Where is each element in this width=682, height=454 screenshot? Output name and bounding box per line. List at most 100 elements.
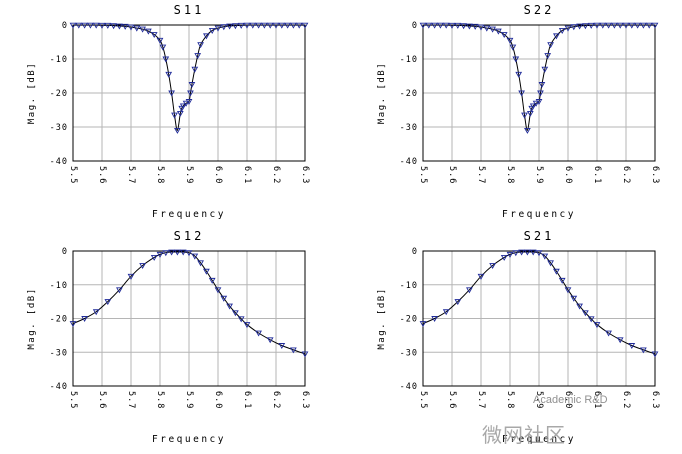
data-point-marker <box>197 260 204 267</box>
data-point-marker <box>582 310 589 317</box>
x-tick-label: 6.1 <box>592 391 602 409</box>
data-point-marker <box>593 22 601 29</box>
x-axis-label: Frequency <box>152 209 226 220</box>
data-point-marker <box>431 22 438 29</box>
data-point-marker <box>255 22 262 29</box>
data-point-marker <box>645 22 653 29</box>
x-tick-label: 6.0 <box>213 166 223 184</box>
y-tick-label: 0 <box>62 247 68 257</box>
watermark-logo: 微网社区 <box>482 423 566 447</box>
data-point-marker <box>92 309 100 316</box>
data-point-marker <box>81 316 88 323</box>
x-tick-label: 5.7 <box>126 391 136 409</box>
data-point-marker <box>214 287 222 294</box>
data-point-marker <box>558 27 566 34</box>
data-point-marker <box>466 287 473 294</box>
data-point-marker <box>640 22 647 29</box>
data-point-marker <box>541 66 549 73</box>
x-tick-label: 5.8 <box>505 391 515 409</box>
data-point-marker <box>301 351 309 358</box>
data-point-marker <box>139 263 146 270</box>
x-tick-label: 5.5 <box>418 391 428 409</box>
y-tick-label: -10 <box>50 55 68 65</box>
data-point-marker <box>535 250 543 257</box>
data-point-marker <box>622 22 630 29</box>
data-point-marker <box>272 22 280 29</box>
data-point-marker <box>185 99 193 106</box>
chart-s21: S21 5.5 5.6 5.7 5.8 5.9 6.0 6.1 6.2 6.3 0 -10 -20 -30… <box>377 229 660 445</box>
data-point-marker <box>524 249 531 256</box>
x-tick-label: 5.5 <box>68 166 78 184</box>
x-tick-label: 5.7 <box>126 166 136 184</box>
data-point-marker <box>127 273 135 280</box>
y-tick-label: -10 <box>400 281 418 291</box>
data-point-marker <box>232 310 239 317</box>
y-tick-label: -20 <box>50 315 68 325</box>
data-point-marker <box>535 99 543 106</box>
data-point-marker <box>605 330 612 337</box>
data-point-marker <box>171 112 178 119</box>
data-point-marker <box>179 249 187 256</box>
data-point-marker <box>483 25 491 32</box>
data-point-marker <box>174 249 181 256</box>
data-point-marker <box>226 23 233 30</box>
x-tick-label: 5.9 <box>184 166 194 184</box>
x-tick-label: 5.6 <box>447 391 457 409</box>
data-point-marker <box>191 66 199 73</box>
series-line <box>73 24 305 131</box>
y-tick-label: 0 <box>412 247 418 257</box>
y-tick-label: -30 <box>50 348 68 358</box>
data-point-marker <box>576 23 583 30</box>
data-point-marker <box>538 82 546 89</box>
data-point-marker <box>506 37 514 44</box>
data-point-marker <box>518 90 525 97</box>
watermark: Academic R&D 微网社区 <box>482 394 608 447</box>
data-point-marker <box>187 90 194 97</box>
data-point-marker <box>640 347 647 354</box>
x-tick-label: 5.8 <box>155 391 165 409</box>
data-point-marker <box>261 22 268 29</box>
data-point-marker <box>489 26 496 33</box>
x-tick-label: 5.7 <box>476 166 486 184</box>
y-axis-label: Mag. [dB] <box>27 287 37 349</box>
data-point-marker <box>98 22 106 29</box>
data-point-marker <box>104 22 112 29</box>
data-point-marker <box>139 26 146 33</box>
x-tick-label: 6.2 <box>271 166 281 184</box>
data-point-marker <box>512 56 520 63</box>
y-tick-label: -30 <box>400 348 418 358</box>
y-tick-label: -20 <box>400 315 418 325</box>
chart-title: S11 <box>174 3 205 17</box>
data-point-marker <box>191 253 199 260</box>
series-line <box>72 251 306 355</box>
data-point-marker <box>162 250 170 257</box>
data-point-marker <box>506 251 514 258</box>
data-point-marker <box>176 110 184 117</box>
data-point-marker <box>179 103 187 110</box>
data-point-marker <box>133 25 141 32</box>
plot-border <box>422 24 656 162</box>
y-axis-label: Mag. [dB] <box>377 62 387 124</box>
data-point-marker <box>185 250 193 257</box>
y-tick-label: -40 <box>400 157 418 167</box>
data-point-marker <box>593 322 601 329</box>
data-point-marker <box>437 22 444 29</box>
data-point-marker <box>570 295 578 302</box>
chart-title: S21 <box>524 229 555 243</box>
x-tick-label: 5.6 <box>97 166 107 184</box>
data-point-marker <box>541 253 549 260</box>
x-tick-label: 6.0 <box>563 391 573 409</box>
data-point-marker <box>564 287 572 294</box>
data-point-marker <box>512 250 520 257</box>
x-tick-label: 5.9 <box>534 391 544 409</box>
x-tick-label: 5.8 <box>505 166 515 184</box>
data-point-marker <box>553 33 560 40</box>
data-point-marker <box>500 32 508 39</box>
chart-s22: S22 5.5 5.6 5.7 5.8 5.9 6.0 6.1 6.2 6.3 0 -10 -20 -30… <box>377 3 660 220</box>
data-point-marker <box>611 22 618 29</box>
data-point-marker <box>197 42 204 49</box>
data-point-marker <box>203 33 210 40</box>
x-tick-label: 6.1 <box>242 391 252 409</box>
x-axis-label: Frequency <box>502 434 576 445</box>
